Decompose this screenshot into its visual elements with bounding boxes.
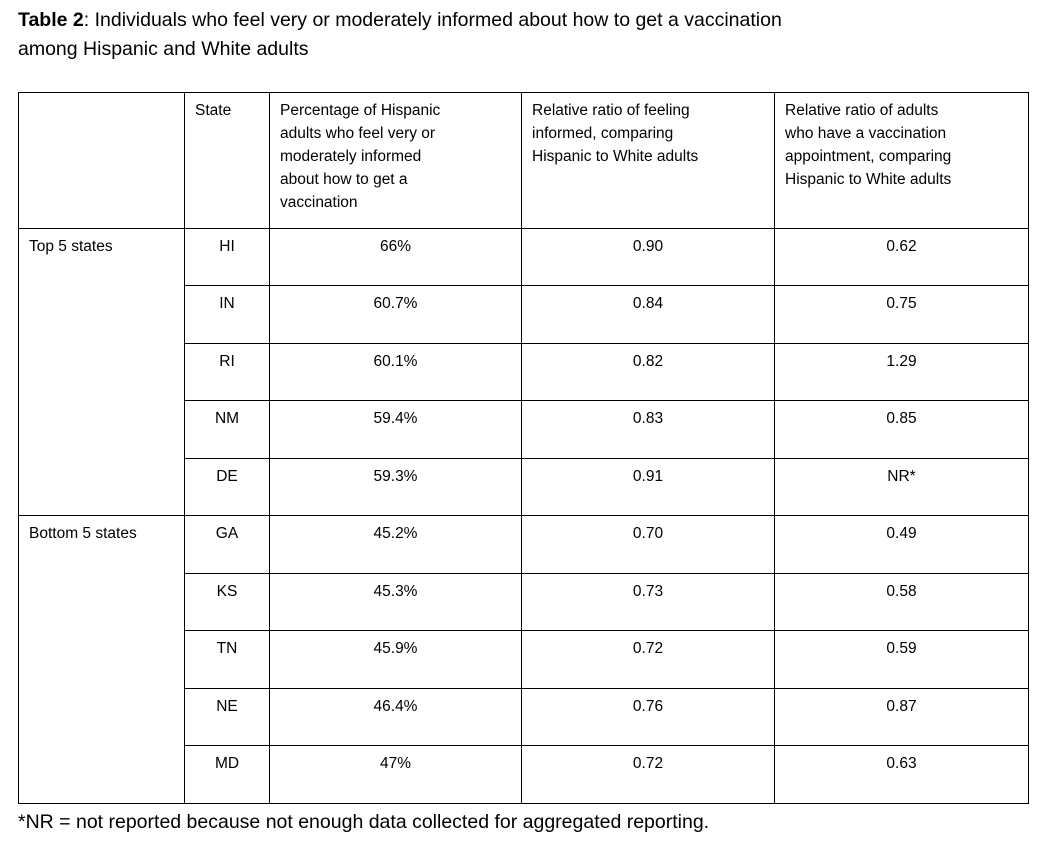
table-caption-text: : Individuals who feel very or moderatel… bbox=[18, 9, 782, 60]
percentage-cell: 45.3% bbox=[269, 572, 522, 631]
ratio-appointment-cell: 0.59 bbox=[774, 630, 1029, 689]
percentage-cell: 47% bbox=[269, 745, 522, 804]
percentage-cell: 59.3% bbox=[269, 457, 522, 516]
table-row-ne: NE 46.4% 0.76 0.87 bbox=[19, 687, 1029, 746]
header-cell-empty bbox=[18, 92, 185, 229]
table-caption-label: Table 2 bbox=[18, 9, 84, 31]
ratio-appointment-cell: 0.87 bbox=[774, 687, 1029, 746]
ratio-informed-cell: 0.73 bbox=[521, 572, 775, 631]
ratio-informed-cell: 0.90 bbox=[521, 227, 775, 286]
percentage-cell: 60.1% bbox=[269, 342, 522, 401]
state-cell: GA bbox=[184, 515, 270, 574]
table-row-ks: KS 45.3% 0.73 0.58 bbox=[19, 572, 1029, 631]
ratio-informed-cell: 0.76 bbox=[521, 687, 775, 746]
state-cell: IN bbox=[184, 285, 270, 344]
ratio-appointment-cell: 0.58 bbox=[774, 572, 1029, 631]
ratio-appointment-cell: NR* bbox=[774, 457, 1029, 516]
header-cell-state: State bbox=[184, 92, 270, 229]
header-cell-percentage-informed: Percentage of Hispanic adults who feel v… bbox=[269, 92, 522, 229]
state-cell: HI bbox=[184, 227, 270, 286]
ratio-appointment-cell: 0.63 bbox=[774, 745, 1029, 804]
document-page: Table 2: Individuals who feel very or mo… bbox=[18, 6, 1046, 833]
footnote: *NR = not reported because not enough da… bbox=[18, 810, 710, 833]
ratio-informed-cell: 0.70 bbox=[521, 515, 775, 574]
table-row-ga: Bottom 5 states GA 45.2% 0.70 0.49 bbox=[18, 515, 1029, 804]
state-cell: KS bbox=[184, 572, 270, 631]
state-cell: DE bbox=[184, 457, 270, 516]
table-row-in: IN 60.7% 0.84 0.75 bbox=[19, 285, 1029, 344]
header-row: State Percentage of Hispanic adults who … bbox=[18, 92, 1029, 229]
table-row-de: DE 59.3% 0.91 NR* bbox=[19, 457, 1029, 516]
header-cell-ratio-appointment: Relative ratio of adults who have a vacc… bbox=[774, 92, 1029, 229]
table-row-tn: TN 45.9% 0.72 0.59 bbox=[19, 630, 1029, 689]
table-row-md: MD 47% 0.72 0.63 bbox=[19, 745, 1029, 804]
table-row-ri: RI 60.1% 0.82 1.29 bbox=[19, 342, 1029, 401]
ratio-appointment-cell: 1.29 bbox=[774, 342, 1029, 401]
ratio-informed-cell: 0.91 bbox=[521, 457, 775, 516]
ratio-informed-cell: 0.72 bbox=[521, 745, 775, 804]
state-cell: RI bbox=[184, 342, 270, 401]
ratio-appointment-cell: 0.75 bbox=[774, 285, 1029, 344]
state-cell: MD bbox=[184, 745, 270, 804]
table-row-nm: NM 59.4% 0.83 0.85 bbox=[19, 400, 1029, 459]
ratio-informed-cell: 0.82 bbox=[521, 342, 775, 401]
group-label-bottom-5-states: Bottom 5 states bbox=[18, 515, 185, 804]
ratio-informed-cell: 0.72 bbox=[521, 630, 775, 689]
group-label-top-5-states: Top 5 states bbox=[18, 227, 185, 516]
table-row-hi: Top 5 states HI 66% 0.90 0.62 bbox=[18, 227, 1029, 516]
percentage-cell: 60.7% bbox=[269, 285, 522, 344]
percentage-cell: 66% bbox=[269, 227, 522, 286]
ratio-informed-cell: 0.84 bbox=[521, 285, 775, 344]
state-cell: NM bbox=[184, 400, 270, 459]
percentage-cell: 45.9% bbox=[269, 630, 522, 689]
ratio-appointment-cell: 0.85 bbox=[774, 400, 1029, 459]
ratio-informed-cell: 0.83 bbox=[521, 400, 775, 459]
state-cell: TN bbox=[184, 630, 270, 689]
percentage-cell: 59.4% bbox=[269, 400, 522, 459]
percentage-cell: 46.4% bbox=[269, 687, 522, 746]
table-caption: Table 2: Individuals who feel very or mo… bbox=[18, 6, 1046, 63]
ratio-appointment-cell: 0.62 bbox=[774, 227, 1029, 286]
header-cell-ratio-informed: Relative ratio of feeling informed, comp… bbox=[521, 92, 775, 229]
percentage-cell: 45.2% bbox=[269, 515, 522, 574]
state-cell: NE bbox=[184, 687, 270, 746]
data-table: State Percentage of Hispanic adults who … bbox=[18, 92, 1029, 804]
ratio-appointment-cell: 0.49 bbox=[774, 515, 1029, 574]
